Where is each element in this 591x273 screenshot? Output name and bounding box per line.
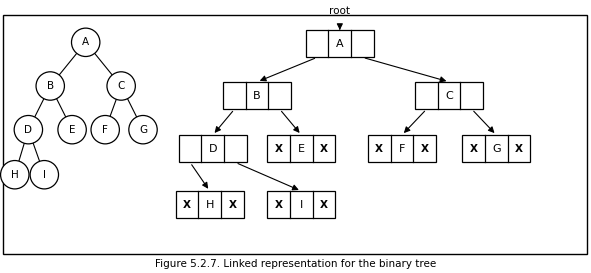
Text: X: X: [320, 200, 328, 210]
Text: E: E: [298, 144, 305, 154]
Ellipse shape: [14, 115, 43, 144]
Ellipse shape: [72, 28, 100, 57]
Ellipse shape: [91, 115, 119, 144]
Ellipse shape: [30, 161, 59, 189]
Bar: [462, 135, 531, 162]
Bar: [176, 191, 243, 218]
Text: X: X: [375, 144, 383, 154]
Text: C: C: [445, 91, 453, 100]
Ellipse shape: [129, 115, 157, 144]
Text: H: H: [11, 170, 19, 180]
Text: X: X: [275, 200, 282, 210]
Text: X: X: [421, 144, 428, 154]
Text: A: A: [336, 39, 343, 49]
Ellipse shape: [107, 72, 135, 100]
Text: D: D: [24, 125, 33, 135]
Bar: [415, 82, 483, 109]
Text: C: C: [118, 81, 125, 91]
Bar: [306, 30, 374, 57]
Bar: [3, 15, 587, 254]
Text: E: E: [69, 125, 75, 135]
Text: H: H: [206, 200, 214, 210]
Bar: [267, 191, 336, 218]
Text: X: X: [183, 200, 191, 210]
Text: root: root: [329, 6, 350, 16]
Text: I: I: [43, 170, 46, 180]
Text: X: X: [470, 144, 478, 154]
Text: F: F: [102, 125, 108, 135]
Ellipse shape: [36, 72, 64, 100]
Text: X: X: [229, 200, 236, 210]
Bar: [267, 135, 336, 162]
Text: G: G: [139, 125, 147, 135]
Text: A: A: [82, 37, 89, 47]
Text: B: B: [47, 81, 54, 91]
Bar: [368, 135, 436, 162]
Text: G: G: [492, 144, 501, 154]
Text: F: F: [399, 144, 405, 154]
Text: X: X: [275, 144, 282, 154]
Text: X: X: [515, 144, 523, 154]
Text: D: D: [209, 144, 217, 154]
Bar: [178, 135, 247, 162]
Text: B: B: [254, 91, 261, 100]
Text: I: I: [300, 200, 303, 210]
Ellipse shape: [1, 161, 29, 189]
Ellipse shape: [58, 115, 86, 144]
Text: Figure 5.2.7. Linked representation for the binary tree: Figure 5.2.7. Linked representation for …: [155, 259, 436, 269]
Text: X: X: [320, 144, 328, 154]
Bar: [223, 82, 291, 109]
